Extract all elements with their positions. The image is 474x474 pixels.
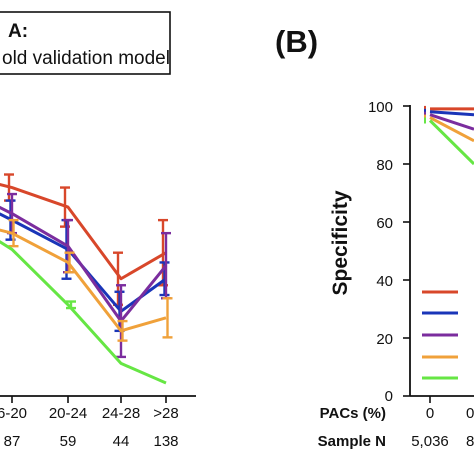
sample-n-b-1: 8 — [466, 433, 474, 450]
x-tick-label-a-2: 24-28 — [102, 405, 140, 422]
series-line-a-4 — [0, 240, 167, 385]
sample-n-b-0: 5,036 — [411, 433, 449, 450]
y-tick-label-b-60: 60 — [376, 215, 393, 232]
series-line-a-0 — [0, 182, 167, 281]
x-tick-label-a-3: >28 — [153, 405, 178, 422]
y-ticks-b — [403, 105, 431, 403]
x-tick-label-a-0: 6-20 — [0, 405, 27, 422]
y-tick-label-b-80: 80 — [376, 157, 393, 174]
sample-n-a-0: 87 — [4, 433, 21, 450]
legend-box-a-line1: A: — [8, 21, 28, 42]
panel-label-b: (B) — [275, 24, 318, 59]
x-ticks-a — [11, 396, 167, 403]
legend-box-a-line2: old validation model — [2, 48, 170, 69]
sample-n-a-3: 138 — [153, 433, 178, 450]
y-tick-label-b-20: 20 — [376, 331, 393, 348]
x-tick-label-a-1: 20-24 — [49, 405, 87, 422]
sample-n-a-1: 59 — [60, 433, 77, 450]
row-label-pacs: PACs (%) — [320, 405, 386, 422]
x-tick-label-b-0: 0 — [426, 405, 434, 422]
y-tick-label-b-100: 100 — [368, 99, 393, 116]
y-tick-label-b-40: 40 — [376, 273, 393, 290]
series-lines-a — [0, 173, 173, 385]
y-axis-title-b: Specificity — [329, 190, 352, 295]
series-line-a-3 — [0, 228, 167, 333]
legend-box-a — [0, 11, 171, 75]
sample-n-a-2: 44 — [113, 433, 130, 450]
series-lines-b — [424, 105, 474, 166]
series-line-b-1 — [429, 110, 474, 117]
y-tick-label-b-0: 0 — [385, 388, 393, 405]
legend-b — [422, 290, 458, 380]
row-label-sample: Sample N — [318, 433, 386, 450]
series-line-b-2 — [429, 113, 474, 131]
x-tick-label-b-1: 0 — [466, 405, 474, 422]
series-line-b-4 — [428, 119, 474, 166]
series-line-b-3 — [429, 116, 474, 143]
